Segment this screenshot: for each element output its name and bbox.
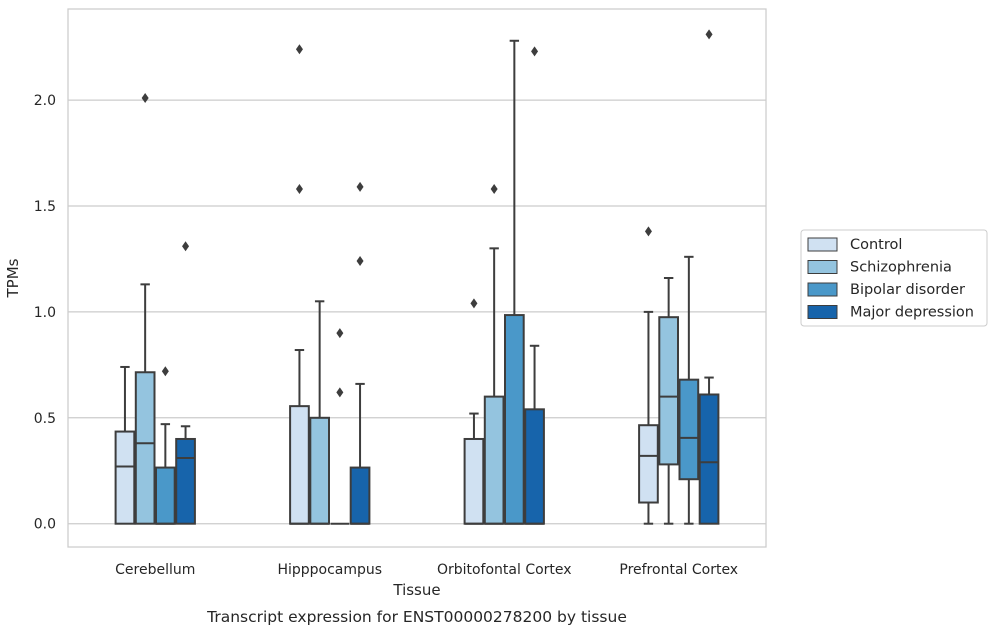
box: [349, 466, 371, 525]
y-axis-label: TPMs: [4, 258, 22, 298]
outlier-point: [182, 241, 190, 252]
legend-label: Major depression: [850, 305, 974, 321]
box: [289, 405, 310, 525]
box: [134, 371, 156, 525]
x-tick-label: Hipppocampus: [277, 562, 382, 578]
y-tick-label: 1.5: [34, 199, 56, 215]
legend-label: Bipolar disorder: [850, 282, 965, 298]
outlier-point: [490, 184, 498, 195]
outlier-point: [470, 298, 478, 309]
box: [155, 466, 176, 525]
x-tick-label: Cerebellum: [115, 562, 195, 578]
legend-swatch: [807, 282, 838, 297]
outlier-point: [644, 226, 652, 237]
legend-swatch: [807, 305, 838, 319]
y-tick-label: 0.5: [34, 411, 56, 427]
plot-area: [67, 8, 767, 548]
y-tick-label: 2.0: [34, 93, 56, 109]
box: [524, 408, 545, 525]
outlier-point: [141, 92, 149, 103]
box: [658, 316, 679, 466]
box: [638, 424, 659, 504]
box: [504, 314, 525, 525]
x-tick-label: Orbitofontal Cortex: [437, 562, 572, 578]
outlier-point: [295, 44, 303, 55]
box: [114, 430, 136, 525]
outlier-point: [705, 29, 713, 40]
outlier-point: [161, 366, 169, 377]
y-tick-label: 0.0: [34, 517, 56, 533]
x-tick-label: Prefrontal Cortex: [619, 562, 738, 578]
legend-frame: [800, 229, 988, 327]
legend: Control Schizophrenia Bipolar disorder Majo…: [800, 229, 988, 327]
boxes-layer: [114, 29, 720, 525]
outlier-point: [356, 256, 364, 267]
box: [483, 395, 505, 525]
x-tick-labels: Cerebellum Hipppocampus Orbitofontal Corte…: [115, 562, 738, 578]
legend-swatch: [807, 260, 838, 274]
legend-label: Schizophrenia: [850, 260, 952, 276]
outlier-point: [356, 181, 364, 192]
outlier-point: [531, 46, 539, 57]
outlier-point: [295, 184, 303, 195]
y-tick-labels: 0.0 0.5 1.0 1.5 2.0: [34, 93, 56, 533]
box: [678, 378, 700, 481]
box: [698, 393, 720, 525]
box: [309, 416, 330, 525]
legend-swatch: [807, 237, 838, 252]
outlier-point: [336, 387, 344, 398]
box: [463, 437, 485, 525]
x-axis-label: Tissue: [392, 581, 440, 599]
legend-label: Control: [850, 237, 902, 253]
outlier-point: [336, 328, 344, 339]
box: [175, 437, 196, 525]
y-tick-label: 1.0: [34, 305, 56, 321]
chart-caption: Transcript expression for ENST0000027820…: [206, 608, 627, 626]
